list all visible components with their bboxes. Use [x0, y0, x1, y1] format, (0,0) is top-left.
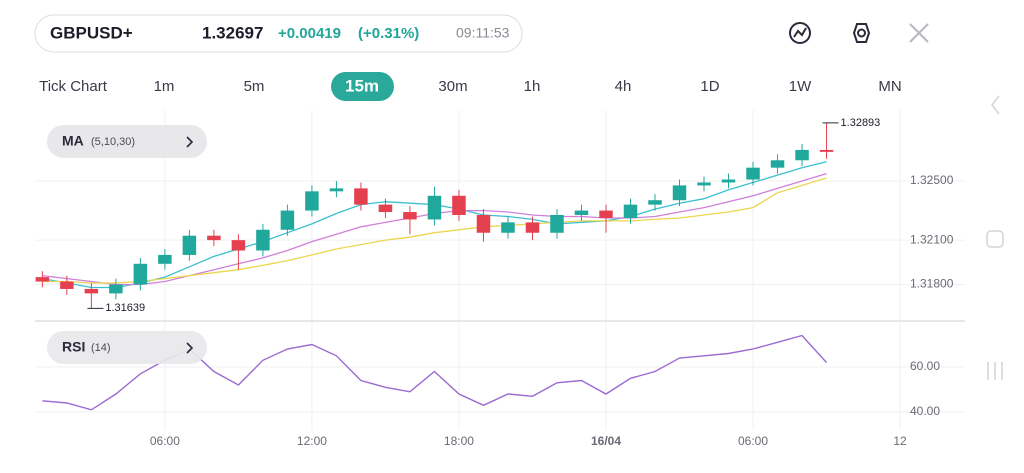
extreme-label: 1.32893	[841, 117, 881, 129]
candle-body	[550, 215, 564, 233]
candle-body	[525, 222, 540, 233]
extreme-label: 1.31639	[105, 302, 145, 314]
timeframe-tab[interactable]: Tick Chart	[39, 78, 108, 95]
candle-body	[231, 240, 246, 251]
timeframe-tab[interactable]: 1W	[789, 78, 812, 95]
price-change-percent: (+0.31%)	[358, 25, 419, 42]
candle-body	[182, 235, 197, 255]
timeframe-tab[interactable]: 1h	[524, 78, 541, 95]
x-tick-label: 06:00	[150, 434, 180, 448]
y-tick-label: 60.00	[910, 359, 940, 373]
ma-params: (5,10,30)	[91, 136, 135, 148]
candle-body	[158, 254, 172, 264]
indicator-line	[42, 177, 827, 284]
candle-body	[109, 284, 123, 294]
y-tick-label: 1.32500	[910, 173, 954, 187]
y-tick-label: 1.31800	[910, 277, 954, 291]
quote-bar	[34, 14, 523, 53]
candle-body	[476, 215, 491, 233]
candle-body	[599, 210, 613, 218]
ma-label: MA	[62, 133, 84, 149]
candle-body	[403, 212, 417, 220]
candle-body	[133, 263, 148, 285]
quote-time: 09:11:53	[456, 25, 510, 41]
timeframe-tabs: Tick Chart 1m 5m 15m 30m 1h 4h 1D 1W MN	[39, 76, 902, 95]
candle-body	[84, 288, 99, 294]
candle-body	[795, 149, 809, 161]
candle-body	[452, 195, 466, 215]
candle-body	[574, 210, 589, 215]
timeframe-tab[interactable]: 15m	[345, 76, 379, 95]
ma-pill[interactable]	[47, 125, 207, 158]
candle-body	[427, 195, 442, 220]
x-tick-label: 12:00	[297, 434, 327, 448]
candle-body	[280, 210, 295, 230]
candle-body	[746, 167, 760, 180]
timeframe-tab[interactable]: 1m	[154, 78, 175, 95]
timeframe-tab[interactable]: 5m	[244, 78, 265, 95]
indicator-button[interactable]	[789, 22, 811, 44]
symbol: GBPUSD+	[50, 23, 133, 42]
chevron	[186, 342, 194, 354]
candle-body	[697, 182, 711, 186]
candle-body	[623, 204, 638, 218]
candle-body	[256, 229, 270, 251]
price-change: +0.00419	[278, 25, 341, 42]
candle-body	[648, 200, 662, 205]
x-tick-label: 16/04	[591, 434, 621, 448]
candle-body	[305, 191, 319, 211]
x-tick-label: 12	[893, 434, 907, 448]
settings-button[interactable]	[852, 23, 871, 43]
plot-area: 06:00 12:00 18:00 16/04 06:00 12 1.32500 1.3210…	[35, 110, 965, 448]
chevron	[186, 136, 194, 148]
timeframe-tab[interactable]: 30m	[438, 78, 467, 95]
candle-body	[35, 277, 50, 282]
rsi-pill[interactable]	[47, 331, 207, 364]
price: 1.32697	[202, 23, 263, 42]
candle-body	[60, 281, 74, 289]
timeframe-tab[interactable]: 4h	[615, 78, 632, 95]
y-tick-label: 40.00	[910, 404, 940, 418]
side-controls	[986, 95, 1004, 380]
candle-body	[770, 160, 785, 168]
active-tab-bg	[331, 72, 394, 101]
close-button[interactable]	[909, 23, 929, 43]
candle-body	[672, 185, 687, 201]
candle-body	[329, 188, 344, 192]
timeframe-tab[interactable]: MN	[878, 78, 901, 95]
candle-body	[501, 222, 515, 233]
candle-body	[378, 204, 393, 213]
y-tick-label: 1.32100	[910, 232, 954, 246]
x-tick-label: 18:00	[444, 434, 474, 448]
x-tick-label: 06:00	[738, 434, 768, 448]
rsi-label: RSI	[62, 339, 85, 355]
candle-body	[354, 188, 368, 205]
candle-body	[819, 149, 834, 152]
candle-body	[207, 235, 221, 241]
rsi-params: (14)	[91, 342, 111, 354]
candle-body	[721, 179, 736, 183]
timeframe-tab[interactable]: 1D	[700, 78, 719, 95]
